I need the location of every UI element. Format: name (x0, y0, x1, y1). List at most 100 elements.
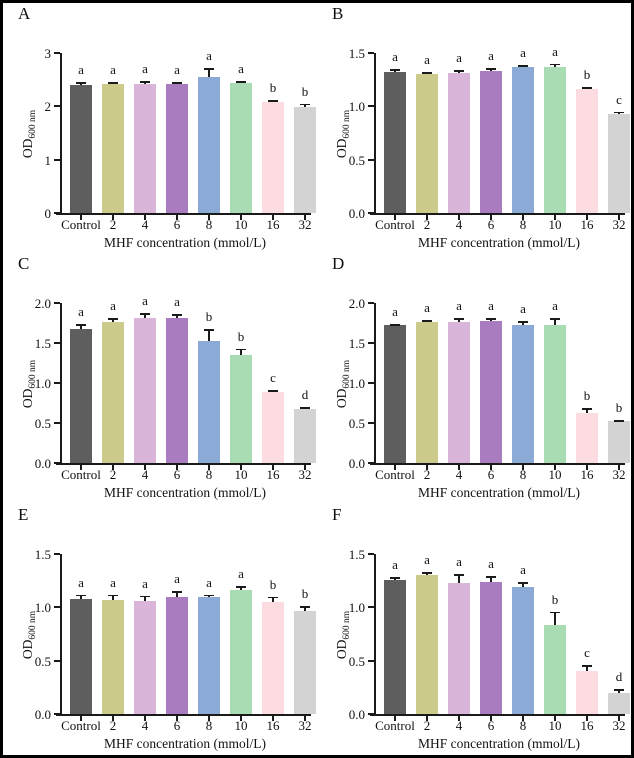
panel-letter-f: F (332, 505, 342, 524)
x-axis-line (370, 714, 625, 716)
x-tick-mark (394, 465, 396, 470)
y-axis-line (60, 53, 62, 215)
significance-letter: a (78, 303, 84, 319)
x-category-label: 4 (141, 217, 149, 232)
data-bar (384, 325, 406, 463)
error-bar-line (112, 594, 114, 600)
significance-letter: a (238, 60, 244, 76)
error-bar-line (272, 596, 274, 602)
y-tick-label: 0.0 (348, 707, 365, 722)
x-category-label: Control (375, 467, 415, 482)
error-bar-cap (390, 323, 400, 326)
error-bar-line (80, 323, 82, 329)
x-tick-mark (272, 716, 274, 721)
x-tick-mark (272, 215, 274, 220)
plot-area-a: 0 1 2 3 a Control a 2 a 4 a 6 a 8 a 10 b 16 b 32 (3, 3, 317, 253)
error-bar-cap (550, 63, 560, 66)
y-tick-mark (368, 105, 374, 108)
x-category-label: 32 (612, 467, 626, 482)
y-tick-label: 0.5 (34, 416, 51, 431)
significance-letter: a (488, 556, 494, 572)
x-tick-mark (208, 215, 210, 220)
y-tick-label: 0.0 (348, 206, 365, 221)
x-tick-mark (144, 215, 146, 220)
y-tick-label: 1.5 (348, 547, 365, 562)
y-tick-label: 0.5 (348, 416, 365, 431)
error-bar-line (554, 318, 556, 326)
x-tick-mark (522, 215, 524, 220)
significance-letter: b (551, 591, 559, 607)
data-bar (70, 598, 92, 714)
x-category-label: 6 (173, 467, 181, 482)
data-bar (166, 84, 188, 213)
error-bar-cap (108, 81, 118, 84)
data-bar (512, 325, 534, 463)
data-bar (102, 84, 124, 213)
data-bar (70, 328, 92, 463)
error-bar-cap (300, 103, 310, 106)
error-bar-cap (486, 67, 496, 70)
error-bar-cap (422, 572, 432, 574)
x-category-label: 6 (173, 718, 181, 733)
data-bar (134, 318, 156, 463)
x-tick-mark (80, 215, 82, 220)
x-tick-mark (240, 465, 242, 470)
x-category-label: 6 (487, 217, 495, 232)
data-bar (230, 355, 252, 463)
y-tick-label: 1.0 (348, 600, 365, 616)
error-bar-cap (390, 577, 400, 580)
y-tick-label: 0.5 (348, 152, 365, 168)
data-bar (544, 625, 566, 714)
x-category-label: 8 (205, 718, 213, 733)
x-tick-mark (176, 716, 178, 721)
x-axis-line (370, 463, 625, 465)
error-bar-cap (236, 80, 246, 83)
data-bar (448, 322, 470, 463)
x-tick-mark (304, 716, 306, 721)
error-bar-cap (204, 329, 214, 332)
x-tick-mark (426, 716, 428, 721)
x-tick-mark (176, 215, 178, 220)
x-category-label: 32 (612, 217, 626, 232)
x-tick-mark (618, 465, 620, 470)
x-tick-mark (208, 465, 210, 470)
y-tick-label: 0.0 (34, 456, 51, 471)
error-bar-line (458, 318, 460, 323)
error-bar-cap (204, 67, 214, 70)
x-category-label: 4 (455, 467, 463, 482)
x-tick-mark (586, 215, 588, 220)
data-bar (384, 579, 406, 714)
significance-letter: a (456, 298, 462, 314)
error-bar-cap (518, 64, 528, 67)
y-tick-label: 0.0 (34, 707, 51, 722)
plot-area-b: 0.0 0.5 1.0 1.5 a Control a 2 a 4 a 6 a 8 a 10 b 16 c 32 (317, 3, 631, 253)
significance-letter: c (270, 370, 276, 386)
panel-letter-a: A (18, 4, 31, 23)
x-tick-mark (522, 465, 524, 470)
panel-letter-b: B (332, 4, 344, 23)
y-axis-line (60, 554, 62, 716)
data-bar (480, 71, 502, 213)
error-bar-line (304, 606, 306, 611)
significance-letter: a (238, 566, 244, 581)
error-bar-cap (268, 390, 278, 392)
x-axis-line (56, 714, 311, 716)
y-tick-mark (54, 105, 60, 108)
data-bar (544, 66, 566, 213)
y-tick-mark (368, 659, 374, 662)
data-bar (576, 413, 598, 463)
x-tick-mark (490, 465, 492, 470)
y-tick-mark (368, 606, 374, 609)
x-tick-mark (240, 215, 242, 220)
x-tick-mark (554, 465, 556, 470)
y-tick-mark (54, 606, 60, 609)
y-tick-mark (54, 158, 60, 161)
plot-area-f: 0.0 0.5 1.0 1.5 a Control a 2 a 4 a 6 a 8 b 10 c 16 d 32 (317, 504, 631, 754)
significance-letter: d (301, 387, 309, 402)
x-category-label: 4 (455, 718, 463, 733)
error-bar-cap (454, 574, 464, 577)
error-bar-line (586, 407, 588, 414)
y-tick-mark (368, 462, 374, 464)
error-bar-cap (140, 313, 150, 316)
y-tick-label: 1.0 (34, 376, 51, 391)
